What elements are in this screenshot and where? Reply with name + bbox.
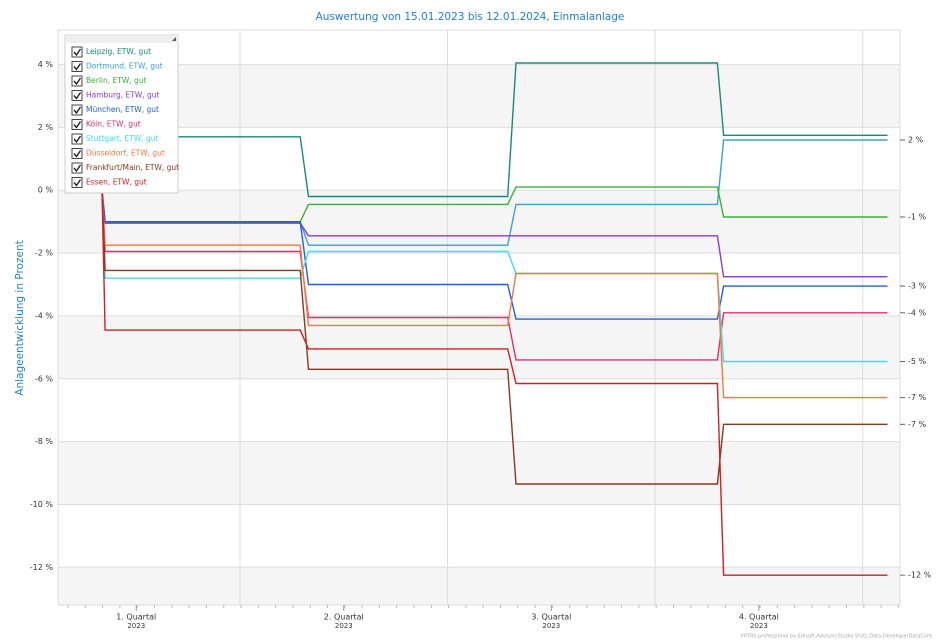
x-tick-label: 4. Quartal xyxy=(739,613,779,622)
legend-label: Stuttgart, ETW, gut xyxy=(86,134,159,143)
legend-box xyxy=(64,34,179,194)
legend-label: Köln, ETW, gut xyxy=(86,120,141,129)
value-label: -7 % xyxy=(908,393,927,402)
legend-label: Dortmund, ETW, gut xyxy=(86,62,163,71)
y-tick-label: 4 % xyxy=(38,60,54,69)
legend-checkbox[interactable] xyxy=(71,162,83,174)
value-label: -3 % xyxy=(908,282,927,291)
legend-label: Düsseldorf, ETW, gut xyxy=(86,149,165,158)
value-label: -1 % xyxy=(908,212,927,221)
x-tick-label: 1. Quartal xyxy=(116,613,156,622)
legend-checkmark xyxy=(73,63,82,71)
legend-checkmark xyxy=(73,106,82,115)
y-tick-label: -2 % xyxy=(35,249,54,258)
x-tick-sublabel: 2023 xyxy=(127,622,145,630)
legend-header xyxy=(65,35,178,43)
series-line xyxy=(101,190,888,576)
series-line xyxy=(101,190,888,278)
legend-checkbox[interactable] xyxy=(71,61,83,72)
legend-label: München, ETW, gut xyxy=(86,105,159,114)
legend-label: Essen, ETW, gut xyxy=(86,178,147,187)
legend-checkmark xyxy=(73,48,82,57)
grid-band xyxy=(58,441,900,505)
grid-band xyxy=(58,567,900,605)
legend-checkbox[interactable] xyxy=(71,46,83,58)
legend-checkmark xyxy=(73,121,82,129)
y-tick-label: -12 % xyxy=(30,563,54,572)
series-line xyxy=(101,190,888,363)
y-tick-label: -10 % xyxy=(30,500,54,509)
x-tick-sublabel: 2023 xyxy=(750,622,768,630)
legend-label: Berlin, ETW, gut xyxy=(86,76,147,85)
legend-checkmark xyxy=(73,179,82,187)
legend-checkmark xyxy=(73,77,82,86)
legend-grip xyxy=(172,37,176,41)
legend-checkbox[interactable] xyxy=(71,90,83,101)
x-tick-label: 3. Quartal xyxy=(531,613,571,622)
x-tick-sublabel: 2023 xyxy=(335,622,353,630)
legend-checkmark xyxy=(73,92,82,100)
value-label: -7 % xyxy=(908,420,927,429)
y-tick-label: 2 % xyxy=(38,123,54,132)
value-label: -5 % xyxy=(908,357,927,366)
legend-checkbox[interactable] xyxy=(71,104,83,116)
grid-band xyxy=(58,315,900,379)
legend-checkbox[interactable] xyxy=(71,119,83,130)
legend-label: Hamburg, ETW, gut xyxy=(86,91,160,100)
value-label: -12 % xyxy=(908,571,932,580)
legend-label: Frankfurt/Main, ETW, gut xyxy=(86,163,179,172)
legend-checkmark xyxy=(73,150,82,158)
legend-label: Leipzig, ETW, gut xyxy=(86,47,151,56)
series-line xyxy=(101,190,888,485)
x-tick-label: 2. Quartal xyxy=(324,613,364,622)
legend-checkbox[interactable] xyxy=(71,177,83,188)
y-tick-label: -4 % xyxy=(35,311,54,320)
legend-checkmark xyxy=(73,164,82,173)
y-axis-label: Anlageentwicklung in Prozent xyxy=(14,240,26,395)
y-tick-label: 0 % xyxy=(38,186,54,195)
legend-checkmark xyxy=(73,135,82,144)
chart-title: Auswertung von 15.01.2023 bis 12.01.2024… xyxy=(316,11,625,23)
y-tick-label: -6 % xyxy=(35,374,54,383)
series-line xyxy=(101,190,888,320)
legend-checkbox[interactable] xyxy=(71,148,83,159)
legend-checkbox[interactable] xyxy=(71,75,83,87)
footer: XPTRS professional by Edisoft.AdvisorsSt… xyxy=(740,634,932,640)
x-tick-sublabel: 2023 xyxy=(542,622,560,630)
series-line xyxy=(101,190,888,399)
plot-border xyxy=(57,29,901,606)
legend-checkbox[interactable] xyxy=(71,133,83,145)
y-tick-label: -8 % xyxy=(35,437,54,446)
grid-band xyxy=(58,64,900,128)
value-label: -4 % xyxy=(908,308,927,317)
value-label: 2 % xyxy=(908,135,924,144)
